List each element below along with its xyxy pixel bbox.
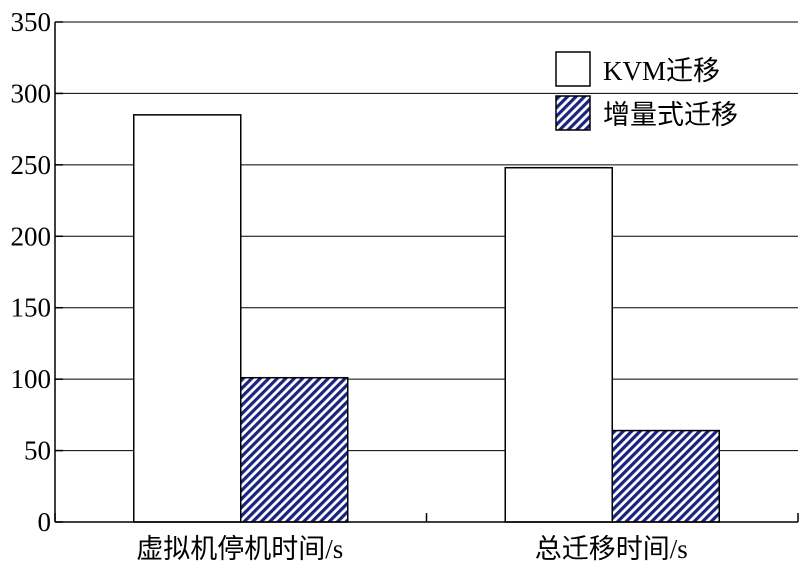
y-tick-label: 100 bbox=[11, 364, 52, 394]
y-tick-label: 250 bbox=[11, 150, 52, 180]
y-tick-label: 350 bbox=[11, 7, 52, 37]
x-category-label: 总迁移时间/s bbox=[535, 534, 688, 564]
legend-label: 增量式迁移 bbox=[603, 100, 738, 130]
y-tick-label: 300 bbox=[11, 78, 52, 108]
bars bbox=[133, 114, 720, 523]
legend-label: KVM迁移 bbox=[603, 56, 720, 86]
y-tick-label: 50 bbox=[24, 436, 51, 466]
axes: 0 50 100 150 200 250 300 350 虚拟机停机时间/s 总迁移时间/s bbox=[11, 7, 799, 564]
bar bbox=[133, 114, 242, 523]
x-category-label: 虚拟机停机时间/s bbox=[136, 534, 343, 564]
legend-swatch bbox=[555, 95, 591, 131]
legend-swatch bbox=[555, 51, 591, 87]
y-tick-label: 150 bbox=[11, 293, 52, 323]
bar bbox=[611, 429, 720, 523]
y-tick-label: 200 bbox=[11, 221, 52, 251]
bar bbox=[240, 376, 349, 523]
y-tick-label: 0 bbox=[38, 507, 52, 537]
bar bbox=[504, 166, 613, 523]
